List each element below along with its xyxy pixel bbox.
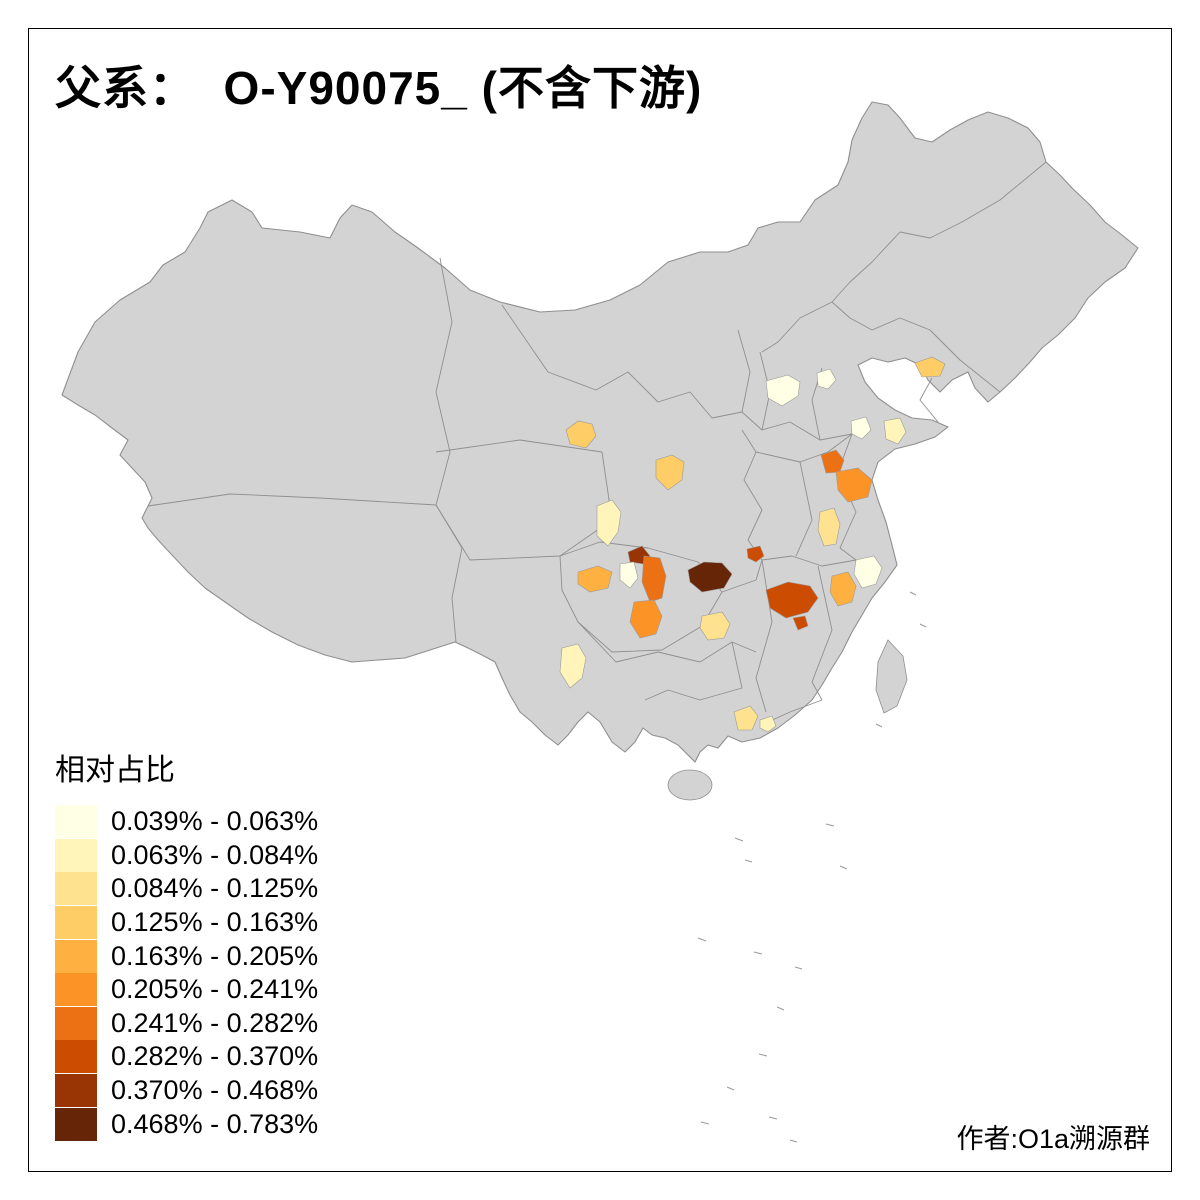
legend-row: 0.063% - 0.084%	[55, 838, 319, 873]
region-yunnan-northeast	[559, 643, 587, 689]
region-hubei-north	[746, 545, 765, 563]
legend-swatch	[55, 939, 97, 973]
region-chengdu-east	[641, 555, 667, 603]
legend-swatch	[55, 973, 97, 1007]
china-outline	[61, 101, 1139, 763]
region-sichuan-west	[577, 565, 613, 593]
legend-row: 0.163% - 0.205%	[55, 939, 318, 973]
legend-row: 0.370% - 0.468%	[55, 1074, 318, 1108]
legend-swatch	[55, 1040, 97, 1074]
legend-swatch	[55, 906, 97, 940]
legend-row: 0.282% - 0.370%	[55, 1040, 318, 1074]
region-jiangsu-west	[817, 507, 841, 547]
region-sichuan-south	[629, 599, 663, 639]
region-shandong-south	[883, 417, 907, 445]
legend-label: 0.063% - 0.084%	[111, 839, 319, 870]
region-guizhou-central	[699, 611, 731, 641]
region-shanxi-central	[765, 374, 801, 407]
legend-label: 0.370% - 0.468%	[111, 1075, 319, 1106]
region-hubei-west	[687, 561, 733, 593]
author-credit: 作者:O1a溯源群	[956, 1124, 1150, 1154]
highlighted-regions	[559, 356, 946, 733]
page-title: 父系： O-Y90075_ (不含下游)	[55, 62, 703, 114]
legend-label: 0.205% - 0.241%	[111, 974, 319, 1005]
region-guangdong-west	[733, 705, 759, 731]
legend-label: 0.125% - 0.163%	[111, 907, 319, 938]
region-gansu-central	[565, 420, 597, 449]
region-henan-east	[835, 467, 873, 503]
legend-title: 相对占比	[55, 754, 175, 787]
legend-swatch	[55, 1006, 97, 1040]
region-guangdong-small	[759, 715, 777, 733]
legend-row: 0.468% - 0.783%	[55, 1107, 318, 1141]
legend-label: 0.468% - 0.783%	[111, 1108, 319, 1139]
legend-swatch	[55, 838, 97, 872]
legend-row: 0.205% - 0.241%	[55, 973, 318, 1007]
south-sea-islets	[697, 591, 927, 1143]
region-shaanxi-south	[655, 454, 685, 491]
region-hebei-small	[816, 368, 837, 390]
legend-swatch	[55, 1107, 97, 1141]
legend-row: 0.084% - 0.125%	[55, 872, 318, 906]
legend: 相对占比 0.039% - 0.063% 0.063% - 0.084% 0.084…	[55, 745, 318, 1141]
legend-label: 0.241% - 0.282%	[111, 1007, 319, 1038]
province-borders	[147, 161, 1047, 723]
region-jiangxi-dot	[792, 615, 809, 631]
region-zhejiang-west	[853, 555, 883, 589]
legend-swatch	[55, 1074, 97, 1108]
legend-row: 0.039% - 0.063%	[55, 805, 318, 839]
legend-label: 0.282% - 0.370%	[111, 1041, 319, 1072]
legend-label: 0.084% - 0.125%	[111, 873, 319, 904]
legend-row: 0.125% - 0.163%	[55, 906, 318, 940]
region-jiangxi-east	[829, 571, 857, 607]
region-sichuan-north	[596, 499, 622, 547]
region-shandong-west	[850, 416, 872, 440]
region-henan-north	[820, 449, 845, 474]
region-liaodong-south	[914, 356, 946, 378]
legend-label: 0.163% - 0.205%	[111, 940, 319, 971]
region-chengdu-west	[619, 561, 639, 589]
legend-row: 0.241% - 0.282%	[55, 1006, 319, 1041]
taiwan-island	[875, 639, 908, 714]
legend-label: 0.039% - 0.063%	[111, 806, 319, 837]
legend-swatch	[55, 872, 97, 906]
legend-swatch	[55, 805, 97, 839]
legend-items: 0.039% - 0.063% 0.063% - 0.084% 0.084% - 0…	[55, 805, 318, 1141]
region-jiangxi-west	[765, 581, 819, 619]
hainan-island	[667, 769, 713, 801]
map-base	[61, 101, 1139, 1143]
